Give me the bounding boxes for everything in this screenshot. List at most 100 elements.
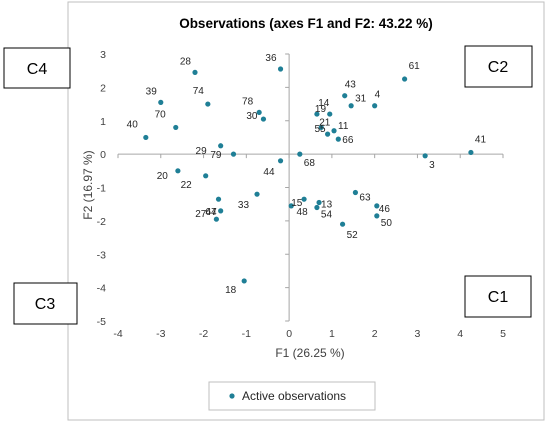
point-label-28: 28 xyxy=(180,56,192,67)
y-tick-label: 3 xyxy=(100,49,106,61)
x-tick-label: 2 xyxy=(372,328,378,340)
point-label-11: 11 xyxy=(338,121,349,132)
point-label-68: 68 xyxy=(304,158,316,169)
data-point-18 xyxy=(241,278,247,284)
point-label-14: 14 xyxy=(318,98,330,109)
data-point-43 xyxy=(342,93,348,99)
quadrant-box-c3 xyxy=(13,282,78,325)
data-point-68 xyxy=(297,151,303,157)
data-point-27 xyxy=(213,216,219,222)
point-label-31: 31 xyxy=(355,94,367,105)
data-point-64 xyxy=(215,196,222,202)
point-label-41: 41 xyxy=(475,134,487,145)
quadrant-text-c2: C2 xyxy=(488,59,509,76)
data-point-54 xyxy=(314,204,320,211)
data-point-14 xyxy=(327,111,333,117)
point-label-19: 19 xyxy=(315,104,327,115)
data-point-15 xyxy=(288,203,294,209)
point-label-50: 50 xyxy=(381,218,393,229)
data-point-61 xyxy=(402,76,408,82)
point-label-15: 15 xyxy=(291,198,303,209)
data-point-50 xyxy=(374,213,380,219)
data-point-22 xyxy=(203,173,209,179)
y-tick-label: -1 xyxy=(97,183,106,195)
y-tick-label: -4 xyxy=(97,283,106,295)
point-label-27: 27 xyxy=(195,209,207,220)
quadrant-label-c2: C2 xyxy=(464,45,533,88)
legend-marker xyxy=(229,393,235,399)
point-label-33: 33 xyxy=(238,200,250,211)
quadrant-label-c4: C4 xyxy=(3,47,71,89)
data-point-39 xyxy=(158,99,164,105)
point-label-30: 30 xyxy=(246,111,258,122)
quadrant-label-c3: C3 xyxy=(13,282,78,325)
data-point-41 xyxy=(468,149,474,156)
point-label-46: 46 xyxy=(379,204,391,215)
quadrant-label-c1: C1 xyxy=(464,275,532,318)
legend-box xyxy=(208,381,376,411)
point-label-40: 40 xyxy=(127,119,139,130)
quadrant-box-c4 xyxy=(3,47,71,89)
point-label-78: 78 xyxy=(242,96,254,107)
point-label-39: 39 xyxy=(146,86,158,97)
x-tick-label: -4 xyxy=(113,328,122,340)
y-tick-label: -2 xyxy=(97,216,106,228)
point-label-63: 63 xyxy=(359,193,371,204)
x-tick-label: 4 xyxy=(457,328,463,340)
y-tick-label: -3 xyxy=(97,249,106,261)
data-point-55 xyxy=(325,131,331,137)
data-point-52 xyxy=(339,221,346,227)
data-point-20 xyxy=(175,168,181,174)
data-point-66 xyxy=(335,136,341,142)
point-label-47: 47 xyxy=(206,207,218,218)
x-tick-label: -1 xyxy=(242,328,251,340)
point-label-3: 3 xyxy=(429,160,435,171)
point-label-55: 55 xyxy=(314,124,326,135)
point-label-48: 48 xyxy=(297,207,309,218)
data-point-21 xyxy=(318,124,324,131)
data-point-28 xyxy=(192,69,198,75)
quadrant-box-c1 xyxy=(464,275,532,318)
x-tick-label: 1 xyxy=(329,328,335,340)
y-axis-title: F2 (16.97 %) xyxy=(81,150,95,219)
point-label-20: 20 xyxy=(157,171,169,182)
data-point-4 xyxy=(372,103,378,109)
quadrant-text-c4: C4 xyxy=(27,61,48,78)
chart-title: Observations (axes F1 and F2: 43.22 %) xyxy=(179,16,433,31)
point-labels: 3 4 11 13 14 15 18 19 20 21 22 27 28 29 30 31 33 36 39 40 41… xyxy=(127,53,487,296)
data-point-36 xyxy=(277,66,284,72)
data-point-78 xyxy=(256,109,262,116)
data-points xyxy=(143,66,474,284)
point-label-29: 29 xyxy=(196,146,208,157)
point-label-64: 64 xyxy=(205,207,217,218)
point-label-61: 61 xyxy=(409,61,421,72)
point-label-54: 54 xyxy=(321,210,333,221)
y-tick-label: 0 xyxy=(100,149,106,161)
legend: Active observations xyxy=(208,381,376,411)
x-axis-title: F1 (26.25 %) xyxy=(275,346,344,360)
legend-label: Active observations xyxy=(242,389,346,403)
data-point-33 xyxy=(254,191,260,197)
y-tick-label: 1 xyxy=(100,116,106,128)
y-tick-label: 2 xyxy=(100,82,106,94)
data-point-11 xyxy=(331,128,337,134)
point-label-79: 79 xyxy=(210,150,222,161)
data-point-30 xyxy=(260,116,267,122)
data-point-31 xyxy=(348,103,354,109)
point-label-36: 36 xyxy=(265,53,277,64)
point-label-52: 52 xyxy=(347,230,359,241)
point-label-13: 13 xyxy=(321,200,333,211)
data-point-29 xyxy=(218,143,224,149)
x-tick-label: -3 xyxy=(156,328,165,340)
x-tick-label: 5 xyxy=(500,328,506,340)
point-label-70: 70 xyxy=(155,109,167,120)
data-point-40 xyxy=(143,134,149,141)
data-point-3 xyxy=(422,153,428,159)
point-label-66: 66 xyxy=(342,135,354,146)
point-label-44: 44 xyxy=(263,167,275,178)
data-point-13 xyxy=(316,199,322,206)
point-label-21: 21 xyxy=(319,117,331,128)
point-label-22: 22 xyxy=(181,180,193,191)
point-label-43: 43 xyxy=(345,80,357,91)
